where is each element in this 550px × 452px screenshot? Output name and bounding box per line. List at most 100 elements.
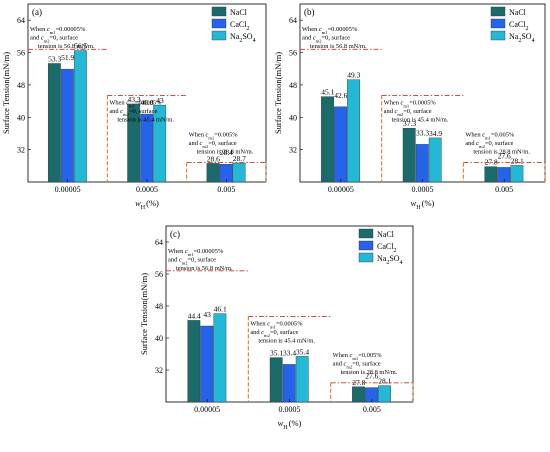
bar-value-label: 28.6 — [207, 154, 220, 163]
bar-cacl2-0 — [200, 325, 214, 403]
bar-value-label: 28.7 — [233, 154, 246, 163]
threshold-note: tension is 45.4 mN/m. — [117, 116, 174, 123]
legend-swatch — [490, 30, 506, 41]
bar-na2so4-0 — [347, 79, 360, 183]
bar-value-label: 45.1 — [321, 88, 334, 97]
x-tick-label: 0.005 — [495, 185, 513, 194]
y-tick-label: 32 — [17, 146, 25, 155]
threshold-note: tension is 28.8 mN/m. — [341, 369, 398, 376]
legend-label: NaCl — [230, 8, 248, 17]
x-tick-label: 0.00005 — [194, 405, 220, 414]
bar-nacl-1 — [402, 127, 416, 183]
bar-value-label: 35.4 — [296, 347, 309, 356]
threshold-note: and cm2=0, surface — [189, 140, 237, 149]
bar-value-label: 27.8 — [352, 378, 365, 387]
y-tick-label: 56 — [17, 49, 25, 58]
legend-swatch — [211, 18, 227, 29]
bar-nacl-2 — [484, 166, 498, 183]
panel-b: 32 40 48 56 64 Surface Tension(mN/m) (b) 45.1 42… — [273, 3, 546, 211]
threshold-note: and cm2=0, surface — [302, 35, 350, 44]
bar-cacl2-0 — [334, 106, 347, 183]
legend-label: NaCl — [377, 230, 395, 239]
bar-cacl2-1 — [140, 113, 154, 183]
legend-label: CaCl2 — [377, 242, 396, 254]
bar-value-label: 37.3 — [403, 119, 416, 128]
bar-value-label: 43 — [203, 310, 211, 319]
bar-cacl2-1 — [282, 364, 296, 403]
threshold-note: tension is 56.8 mN/m. — [38, 43, 95, 50]
bar-na2so4-1 — [428, 137, 442, 183]
legend-swatch — [358, 228, 374, 239]
threshold-note: and cm2=0, surface — [109, 108, 157, 117]
legend-swatch — [490, 6, 506, 17]
threshold-note: When cm1=0.00005% — [30, 26, 86, 35]
bar-value-label: 49.3 — [347, 71, 360, 80]
legend-label: Na2SO4 — [230, 32, 256, 44]
bar-value-label: 51.9 — [61, 53, 74, 62]
threshold-note: tension is 56.8 mN/m. — [310, 43, 367, 50]
y-tick-label: 48 — [17, 81, 25, 90]
bar-na2so4-2 — [232, 162, 246, 183]
bar-na2so4-1 — [295, 356, 309, 403]
x-tick-label: 0.005 — [363, 405, 381, 414]
threshold-note: tension is 56.8 mN/m. — [176, 265, 233, 272]
threshold-note: and cm2=0, surface — [384, 108, 432, 117]
bar-na2so4-1 — [153, 104, 167, 183]
threshold-note: and cm2=0, surface — [333, 360, 381, 369]
x-axis-title: wH(%) — [278, 418, 302, 431]
y-tick-label: 40 — [155, 334, 163, 343]
bar-cacl2-0 — [60, 68, 74, 183]
y-tick-label: 40 — [17, 113, 25, 122]
legend-label: Na2SO4 — [509, 32, 535, 44]
bar-nacl-2 — [206, 163, 220, 183]
x-tick-label: 0.00005 — [328, 185, 354, 194]
bar-value-label: 27.6 — [498, 151, 511, 160]
bar-nacl-0 — [187, 320, 201, 403]
bar-nacl-1 — [127, 103, 141, 183]
bar-value-label: 33.3 — [416, 128, 429, 137]
y-axis-title: Surface Tension(mN/m) — [1, 52, 11, 134]
bar-value-label: 44.4 — [188, 311, 201, 320]
threshold-note: tension is 45.4 mN/m. — [258, 337, 315, 344]
legend-label: NaCl — [509, 8, 527, 17]
bar-nacl-0 — [47, 63, 61, 183]
bar-value-label: 43.3 — [127, 95, 140, 104]
bar-value-label: 28.4 — [220, 148, 233, 157]
bar-nacl-2 — [352, 386, 365, 403]
bar-value-label: 43 — [156, 96, 164, 105]
bar-na2so4-2 — [510, 165, 524, 183]
bar-value-label: 28.1 — [511, 156, 524, 165]
bar-na2so4-0 — [213, 313, 227, 403]
x-tick-label: 0.00005 — [55, 185, 81, 194]
threshold-note: and cm2=0, surface — [168, 257, 216, 266]
bar-na2so4-2 — [378, 385, 391, 403]
threshold-note: When cm1=0.0005% — [109, 99, 162, 108]
legend-swatch — [211, 6, 227, 17]
y-tick-label: 64 — [155, 238, 163, 247]
bar-value-label: 56.5 — [74, 42, 87, 51]
panel-tag: (a) — [32, 7, 42, 17]
threshold-note: and cm2=0, surface — [465, 140, 513, 149]
threshold-note: When cm1=0.00005% — [168, 248, 224, 257]
bar-value-label: 46.1 — [214, 305, 227, 314]
bar-value-label: 33.4 — [283, 348, 296, 357]
threshold-note: When cm1=0.0005% — [384, 99, 437, 108]
y-tick-label: 56 — [289, 49, 297, 58]
x-tick-label: 0.0005 — [279, 405, 301, 414]
legend-swatch — [358, 240, 374, 251]
x-axis-title: wH(%) — [411, 198, 435, 211]
bar-nacl-0 — [321, 96, 334, 183]
panel-tag: (b) — [304, 7, 315, 17]
bar-cacl2-2 — [497, 167, 511, 183]
threshold-note: When cm1=0.00005% — [302, 26, 358, 35]
legend-swatch — [490, 18, 506, 29]
threshold-note: tension is 45.4 mN/m. — [392, 116, 449, 123]
panel-c: 32 40 48 56 64 Surface Tension(mN/m) (c) 44.4 43… — [139, 225, 414, 431]
bar-cacl2-2 — [365, 387, 378, 403]
threshold-note: and cm2=0, surface — [250, 329, 298, 338]
x-axis-title: wH(%) — [135, 198, 159, 211]
y-tick-label: 32 — [289, 146, 297, 155]
bar-value-label: 27.6 — [365, 372, 378, 381]
threshold-note: and cm2=0, surface — [30, 35, 78, 44]
y-tick-label: 48 — [155, 302, 163, 311]
